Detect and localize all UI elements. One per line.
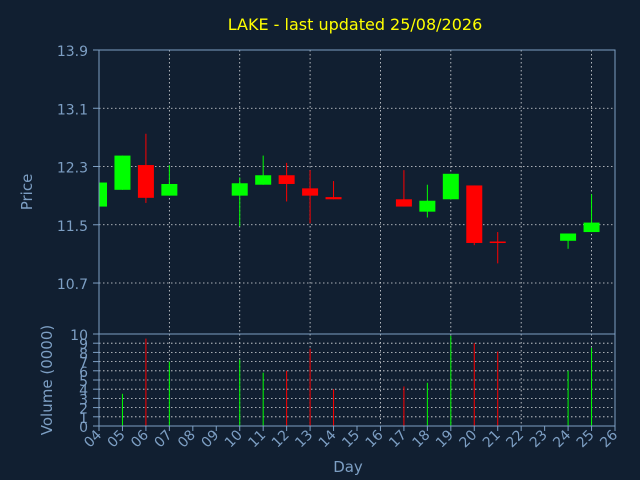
volume-tick-label: 6 xyxy=(79,365,88,381)
x-tick-label: 07 xyxy=(152,427,176,451)
volume-tick-label: 7 xyxy=(79,356,88,372)
volume-tick-label: 2 xyxy=(79,402,88,418)
candle-body xyxy=(302,188,319,196)
candle-body xyxy=(114,155,131,190)
x-tick-label: 24 xyxy=(550,427,574,451)
price-y-ticks: 10 10.7 11.5 12.3 13.1 13.9 xyxy=(57,44,99,344)
x-tick-label: 17 xyxy=(386,427,410,451)
price-tick-label: 10 xyxy=(70,328,88,344)
price-axis-label: Price xyxy=(18,174,36,211)
x-tick-label: 23 xyxy=(527,427,551,451)
volume-axis-label: Volume (0000) xyxy=(38,325,56,435)
x-tick-label: 18 xyxy=(410,427,434,451)
x-tick-label: 06 xyxy=(128,427,152,451)
x-tick-label: 20 xyxy=(456,427,480,451)
price-grid xyxy=(99,50,615,334)
x-tick-label: 12 xyxy=(269,427,293,451)
volume-bars xyxy=(121,335,593,426)
candle-body xyxy=(137,165,154,198)
volume-tick-label: 1 xyxy=(79,411,88,427)
x-tick-label: 16 xyxy=(363,427,387,451)
candle-body xyxy=(442,173,459,200)
candle-body xyxy=(99,182,107,207)
price-tick-label: 12.3 xyxy=(57,161,88,177)
x-tick-label: 13 xyxy=(292,427,316,451)
volume-tick-label: 3 xyxy=(79,392,88,408)
x-tick-label: 05 xyxy=(105,427,129,451)
volume-tick-label: 0 xyxy=(79,420,88,436)
x-tick-label: 10 xyxy=(222,427,246,451)
price-tick-label: 13.9 xyxy=(57,44,88,60)
price-tick-label: 13.1 xyxy=(57,102,88,118)
candle-body xyxy=(278,175,295,184)
x-tick-label: 09 xyxy=(198,427,222,451)
candle-body xyxy=(583,222,600,233)
candle-body xyxy=(560,233,577,241)
candle-body xyxy=(161,183,178,196)
x-axis-label: Day xyxy=(333,458,363,476)
x-ticks: 04 05 06 07 08 09 10 11 12 13 14 15 16 17 18 19 20 21 22 23… xyxy=(81,426,621,451)
x-tick-label: 26 xyxy=(597,427,621,451)
candle-body xyxy=(231,183,248,196)
volume-tick-label: 9 xyxy=(79,337,88,353)
price-tick-label: 11.5 xyxy=(57,219,88,235)
x-tick-label: 21 xyxy=(480,427,504,451)
candle-body xyxy=(325,197,342,200)
candle-body xyxy=(255,175,272,185)
volume-tick-label: 8 xyxy=(79,346,88,362)
x-tick-label: 15 xyxy=(339,427,363,451)
x-tick-label: 25 xyxy=(574,427,598,451)
candle-body xyxy=(395,199,412,207)
x-tick-label: 14 xyxy=(316,427,340,451)
price-tick-label: 10.7 xyxy=(57,277,88,293)
volume-tick-label: 5 xyxy=(79,374,88,390)
x-tick-label: 22 xyxy=(503,427,527,451)
x-tick-label: 19 xyxy=(433,427,457,451)
chart-title: LAKE - last updated 25/08/2026 xyxy=(228,15,483,34)
candles xyxy=(98,133,600,264)
volume-grid xyxy=(99,334,615,426)
candle-body xyxy=(489,241,506,244)
x-tick-label: 11 xyxy=(245,427,269,451)
candle-body xyxy=(419,200,436,212)
volume-tick-label: 4 xyxy=(79,383,88,399)
candle-body xyxy=(466,185,483,243)
x-tick-label: 08 xyxy=(175,427,199,451)
